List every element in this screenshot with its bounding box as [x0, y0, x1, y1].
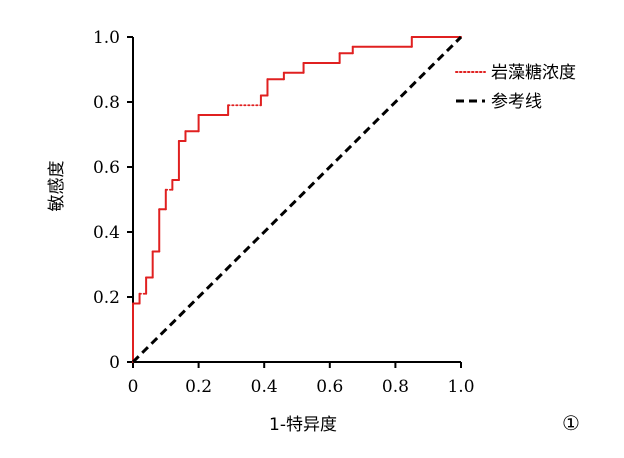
legend-reference-label: 参考线: [491, 92, 542, 112]
x-tick-label: 0.2: [185, 377, 212, 397]
x-tick-label: 0: [128, 377, 139, 397]
y-tick-label: 0.6: [93, 158, 120, 178]
y-axis-title: 敏感度: [47, 161, 67, 212]
y-tick-label: 0.8: [93, 93, 120, 113]
x-tick-label: 0.4: [251, 377, 278, 397]
figure-number: ①: [562, 411, 580, 435]
x-tick-label: 0.8: [382, 377, 409, 397]
reference-series-line: [131, 35, 463, 364]
y-tick-label: 0.2: [93, 288, 120, 308]
ticks: 0 0.2 0.4 0.6 0.8 1.0 0 0.2 0.4 0.6 0.8 1.0: [93, 28, 475, 397]
legend-roc-label: 岩藻糖浓度: [491, 63, 576, 83]
x-tick-label: 0.6: [316, 377, 343, 397]
y-tick-label: 0: [109, 353, 120, 373]
series-layer: [131, 35, 463, 364]
y-tick-label: 1.0: [93, 28, 120, 48]
x-tick-label: 1.0: [447, 377, 474, 397]
x-axis-title: 1-特异度: [269, 415, 337, 435]
y-tick-label: 0.4: [93, 223, 120, 243]
